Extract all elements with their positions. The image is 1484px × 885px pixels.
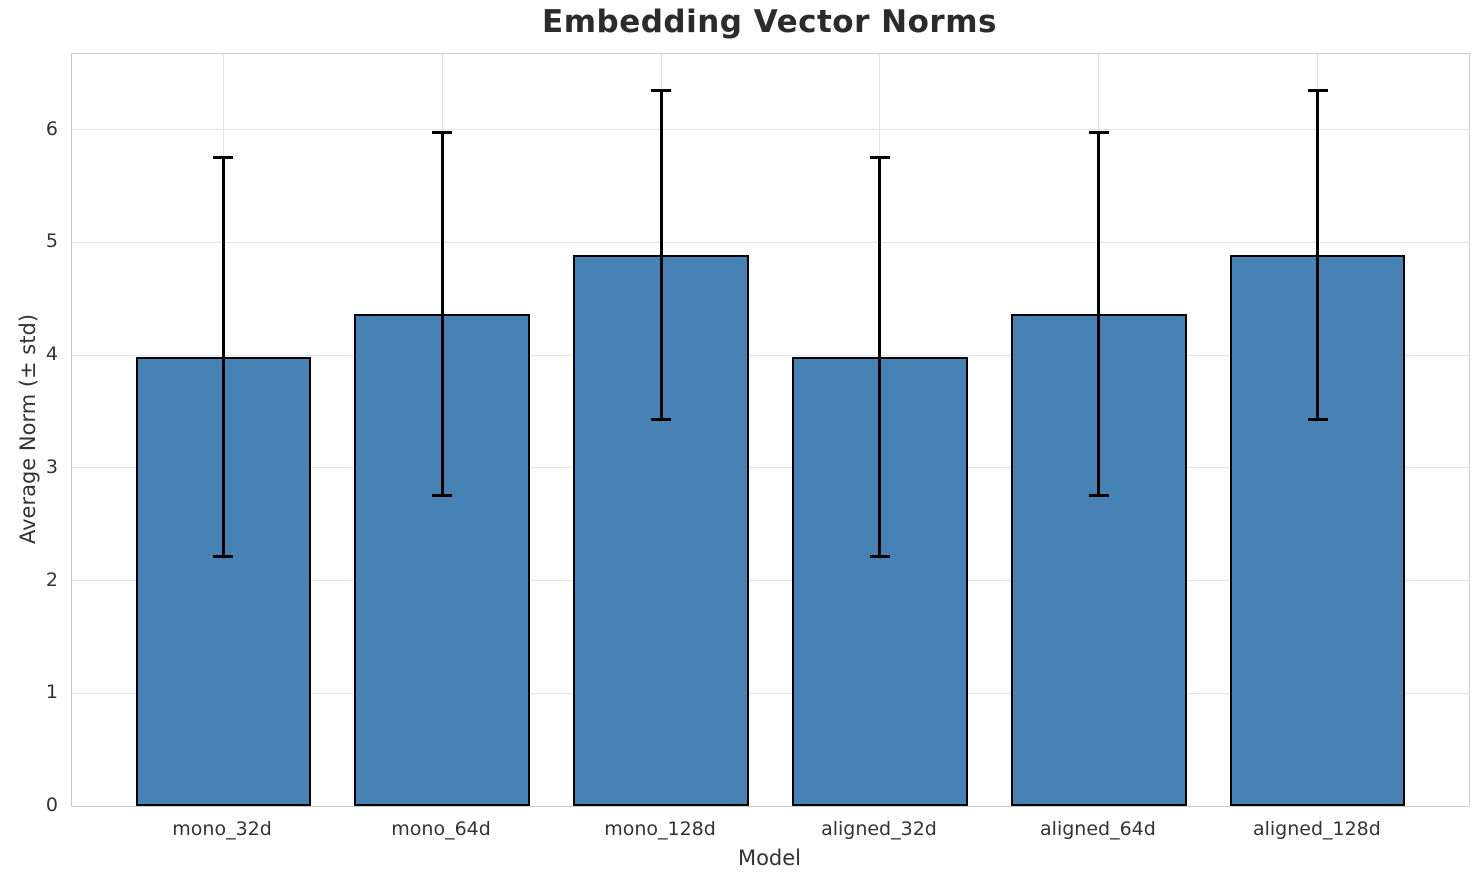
- y-tick-label: 6: [45, 117, 58, 140]
- x-tick-label: mono_128d: [604, 818, 716, 840]
- gridline-horizontal: [72, 580, 1469, 581]
- y-tick-label: 2: [45, 568, 58, 591]
- y-tick-label: 3: [45, 455, 58, 478]
- error-bar-cap-bottom: [869, 555, 890, 559]
- error-bar-line: [659, 90, 663, 420]
- x-tick-label: aligned_64d: [1040, 818, 1156, 840]
- error-bar-cap-top: [1088, 131, 1109, 135]
- y-tick-label: 4: [45, 343, 58, 366]
- error-bar-cap-top: [432, 131, 453, 135]
- error-bar-cap-bottom: [1088, 494, 1109, 498]
- error-bar-cap-bottom: [1307, 417, 1328, 421]
- error-bar-line: [440, 132, 444, 496]
- plot-area: [71, 53, 1470, 807]
- y-tick-label: 0: [45, 794, 58, 816]
- error-bar-cap-bottom: [213, 555, 234, 559]
- x-tick-label: mono_64d: [391, 818, 491, 840]
- error-bar-cap-top: [651, 88, 672, 92]
- chart-title: Embedding Vector Norms: [542, 4, 997, 40]
- gridline-horizontal: [72, 692, 1469, 694]
- gridline-horizontal: [72, 241, 1469, 243]
- error-bar-cap-bottom: [651, 417, 672, 421]
- error-bar-line: [221, 157, 225, 557]
- x-tick-label: aligned_32d: [821, 818, 937, 840]
- error-bar-cap-top: [1307, 88, 1328, 92]
- y-tick-label: 5: [45, 230, 58, 253]
- gridline-horizontal: [72, 354, 1469, 356]
- x-tick-label: mono_32d: [172, 818, 272, 840]
- x-tick-label: aligned_128d: [1252, 818, 1381, 840]
- gridline-horizontal: [72, 129, 1469, 131]
- error-bar-cap-top: [213, 156, 234, 160]
- x-axis-label: Model: [737, 846, 802, 870]
- error-bar-line: [1316, 90, 1320, 420]
- error-bar-cap-bottom: [432, 494, 453, 498]
- y-tick-label: 1: [45, 681, 58, 704]
- error-bar-line: [878, 157, 882, 557]
- error-bar-cap-top: [869, 156, 890, 160]
- error-bar-line: [1097, 132, 1101, 496]
- gridline-horizontal: [72, 467, 1469, 469]
- y-axis-label: Average Norm (± std): [16, 313, 40, 545]
